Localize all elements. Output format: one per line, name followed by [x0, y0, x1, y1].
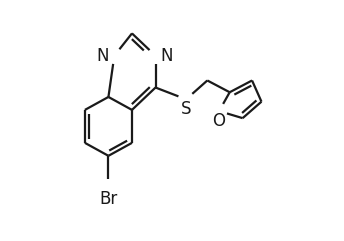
Text: N: N	[96, 47, 108, 65]
Text: Br: Br	[99, 190, 118, 208]
Text: O: O	[213, 112, 226, 130]
Text: N: N	[160, 47, 173, 65]
Text: S: S	[181, 100, 191, 119]
